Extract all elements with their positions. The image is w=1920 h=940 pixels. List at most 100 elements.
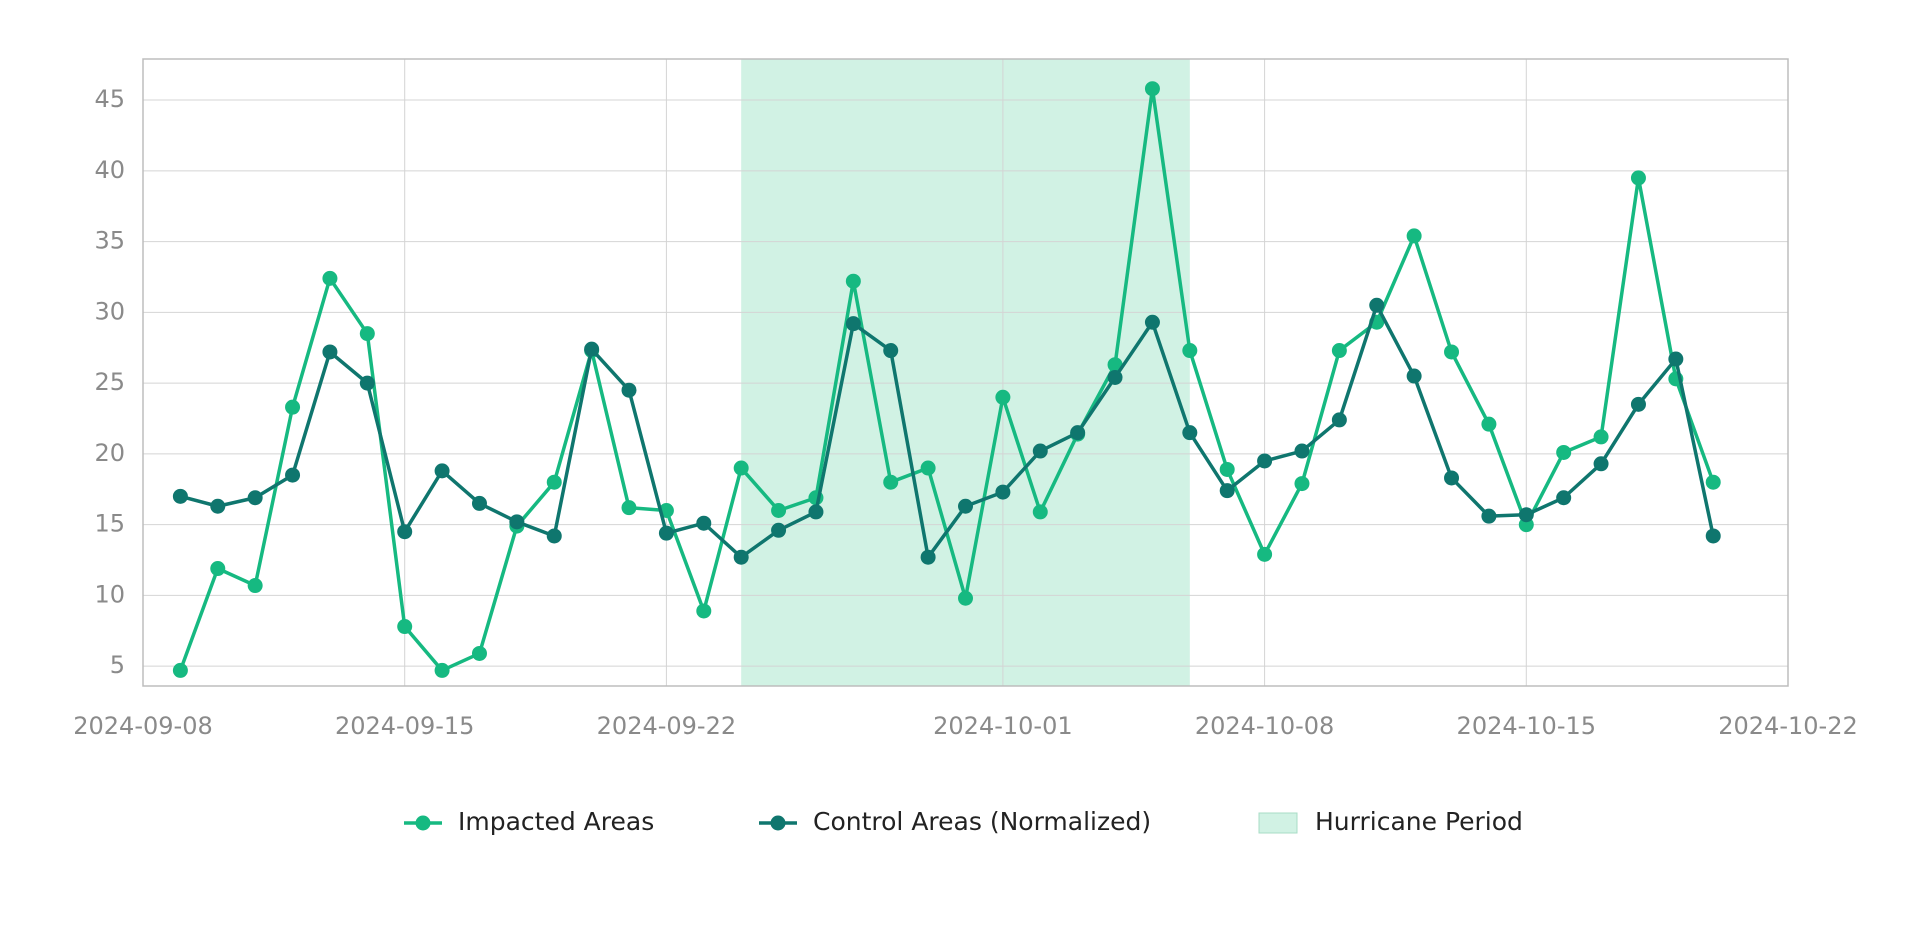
- data-point: [995, 389, 1011, 405]
- data-point: [397, 524, 413, 540]
- data-point: [1257, 546, 1273, 562]
- y-tick-label: 5: [110, 651, 125, 679]
- data-point: [920, 460, 936, 476]
- data-point: [808, 504, 824, 520]
- data-point: [958, 498, 973, 514]
- data-point: [210, 561, 226, 577]
- data-point: [1219, 483, 1235, 499]
- x-tick-label: 2024-10-22: [1718, 712, 1857, 740]
- data-point: [1668, 351, 1684, 367]
- data-point: [434, 662, 450, 678]
- data-point: [1406, 368, 1422, 384]
- data-point: [285, 399, 301, 415]
- data-point: [1593, 429, 1609, 445]
- data-point: [1406, 228, 1422, 244]
- data-point: [1331, 343, 1347, 359]
- data-point: [733, 460, 749, 476]
- legend-label: Impacted Areas: [458, 807, 654, 836]
- data-point: [1444, 470, 1460, 486]
- data-point: [1556, 490, 1572, 506]
- data-point: [322, 270, 338, 286]
- data-point: [958, 590, 973, 606]
- data-point: [1444, 344, 1460, 360]
- data-point: [621, 500, 637, 516]
- data-point: [1032, 443, 1048, 459]
- x-tick-label: 2024-09-22: [597, 712, 736, 740]
- data-point: [883, 343, 899, 359]
- data-point: [247, 578, 263, 594]
- data-point: [1556, 444, 1572, 460]
- data-point: [1481, 416, 1497, 432]
- data-point: [1518, 507, 1534, 523]
- data-point: [771, 502, 787, 518]
- data-point: [696, 603, 712, 619]
- legend-label: Control Areas (Normalized): [813, 807, 1151, 836]
- legend-marker: [415, 815, 431, 831]
- legend-marker: [770, 815, 786, 831]
- y-tick-label: 20: [94, 439, 125, 467]
- data-point: [247, 490, 263, 506]
- data-point: [1070, 425, 1086, 441]
- data-point: [285, 467, 301, 483]
- data-point: [658, 525, 674, 541]
- data-point: [1144, 314, 1160, 330]
- x-tick-label: 2024-10-15: [1457, 712, 1596, 740]
- data-point: [546, 528, 562, 544]
- data-point: [471, 495, 487, 511]
- data-point: [883, 474, 899, 490]
- data-point: [1705, 474, 1721, 490]
- data-point: [1032, 504, 1048, 520]
- x-tick-label: 2024-10-08: [1195, 712, 1334, 740]
- legend-label: Hurricane Period: [1315, 807, 1523, 836]
- data-point: [1593, 456, 1609, 472]
- data-point: [1144, 81, 1160, 97]
- data-point: [1182, 425, 1198, 441]
- data-point: [1219, 461, 1235, 477]
- data-point: [1257, 453, 1273, 469]
- data-point: [359, 375, 375, 391]
- y-tick-label: 15: [94, 510, 125, 538]
- data-point: [1630, 170, 1646, 186]
- data-point: [546, 474, 562, 490]
- data-point: [1182, 343, 1198, 359]
- y-tick-label: 10: [94, 580, 125, 608]
- y-tick-label: 40: [94, 156, 125, 184]
- data-point: [1481, 508, 1497, 524]
- data-point: [1107, 357, 1123, 373]
- data-point: [1630, 396, 1646, 412]
- data-point: [1294, 476, 1310, 492]
- data-point: [1107, 369, 1123, 385]
- legend-swatch: [1258, 812, 1298, 834]
- data-point: [696, 515, 712, 531]
- data-point: [434, 463, 450, 479]
- data-point: [172, 662, 188, 678]
- data-point: [1369, 297, 1385, 313]
- data-point: [509, 514, 525, 530]
- data-point: [771, 522, 787, 538]
- data-point: [210, 498, 226, 514]
- data-point: [621, 382, 637, 398]
- data-point: [471, 645, 487, 661]
- data-point: [1294, 443, 1310, 459]
- x-tick-label: 2024-10-01: [933, 712, 1072, 740]
- y-tick-label: 35: [94, 227, 125, 255]
- plot-frame: [142, 58, 1789, 687]
- data-point: [845, 316, 861, 332]
- data-point: [733, 549, 749, 565]
- data-point: [584, 341, 600, 357]
- data-point: [920, 549, 936, 565]
- data-point: [845, 273, 861, 289]
- data-point: [1705, 528, 1721, 544]
- data-point: [172, 488, 188, 504]
- data-point: [1331, 412, 1347, 428]
- data-point: [397, 619, 413, 635]
- x-tick-label: 2024-09-15: [335, 712, 474, 740]
- data-point: [359, 326, 375, 342]
- y-tick-label: 30: [94, 297, 125, 325]
- x-tick-label: 2024-09-08: [73, 712, 212, 740]
- data-point: [995, 484, 1011, 500]
- y-tick-label: 25: [94, 368, 125, 396]
- y-tick-label: 45: [94, 85, 125, 113]
- data-point: [322, 344, 338, 360]
